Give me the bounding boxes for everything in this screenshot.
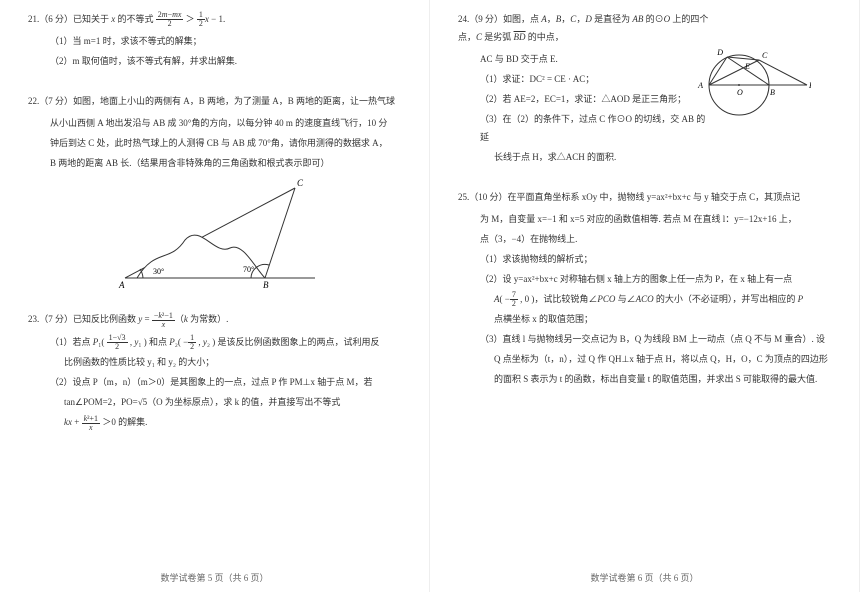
p22-l1: 22.（7 分）如图，地面上小山的两侧有 A，B 两地，为了测量 A，B 两地的… (28, 92, 401, 110)
p25-s3c: 的面积 S 表示为 t 的函数，标出自变量 t 的取值范围，并求出 S 可能取得… (458, 370, 831, 388)
p24-diagram: A B H D C E O (691, 30, 811, 120)
p22-diagram: A B C 30° 70° (115, 178, 315, 288)
p21-sub2: （2）m 取何值时，该不等式有解，并求出解集. (28, 52, 401, 70)
svg-text:C: C (762, 51, 768, 60)
p24-head: 24.（9 分）如图，点 A，B，C，D 是直径为 AB 的⊙O 上的四个点，C… (458, 10, 711, 46)
svg-text:70°: 70° (243, 265, 254, 274)
p25-s3a: （3）直线 l 与抛物线另一交点记为 B，Q 为线段 BM 上一动点（点 Q 不… (458, 330, 831, 348)
problem-25: 25.（10 分）在平面直角坐标系 xOy 中，抛物线 y=ax²+bx+c 与… (458, 188, 831, 388)
p23-s2c: kx + k²+1x ＞0 的解集. (28, 413, 401, 431)
p23-s1a: （1）若点 P₁( 1−√32 , y₁ ) 和点 P₂( −12 , y₂ )… (28, 333, 401, 351)
page-left: 21.（6 分）已知关于 x 的不等式 2m−mx2 ＞ 12x − 1. （1… (0, 0, 430, 592)
p21-head: 21.（6 分）已知关于 x 的不等式 2m−mx2 ＞ 12x − 1. (28, 10, 401, 28)
svg-text:A: A (697, 81, 703, 90)
problem-24: 24.（9 分）如图，点 A，B，C，D 是直径为 AB 的⊙O 上的四个点，C… (458, 10, 831, 166)
problem-22: 22.（7 分）如图，地面上小山的两侧有 A，B 两地，为了测量 A，B 两地的… (28, 92, 401, 288)
p22-l4: B 两地的距离 AB 长.（结果用含非特殊角的三角函数和根式表示即可） (28, 154, 401, 172)
p23-s2a: （2）设点 P（m，n）（m＞0）是其图象上的一点，过点 P 作 PM⊥x 轴于… (28, 373, 401, 391)
svg-text:A: A (118, 280, 125, 288)
p23-head: 23.（7 分）已知反比例函数 y = −k²−1x（k 为常数）. (28, 310, 401, 328)
p22-l2: 从小山西侧 A 地出发沿与 AB 成 30°角的方向，以每分钟 40 m 的速度… (28, 114, 401, 132)
p23-s2b: tan∠POM=2，PO=√5（O 为坐标原点），求 k 的值，并直接写出不等式 (28, 393, 401, 411)
svg-text:O: O (737, 88, 743, 97)
page-right: 24.（9 分）如图，点 A，B，C，D 是直径为 AB 的⊙O 上的四个点，C… (430, 0, 860, 592)
svg-text:B: B (263, 280, 269, 288)
p24-s3b: 长线于点 H，求△ACH 的面积. (458, 148, 711, 166)
svg-text:D: D (716, 48, 723, 57)
p25-l3: 点（3，−4）在抛物线上. (458, 230, 831, 248)
p25-s2c: 点横坐标 x 的取值范围； (458, 310, 831, 328)
problem-21: 21.（6 分）已知关于 x 的不等式 2m−mx2 ＞ 12x − 1. （1… (28, 10, 401, 70)
p23-s1b: 比例函数的性质比较 y₁ 和 y₂ 的大小； (28, 353, 401, 371)
p24-s1: （1）求证：DC² = CE · AC； (458, 70, 711, 88)
p24-s2: （2）若 AE=2，EC=1，求证：△AOD 是正三角形； (458, 90, 711, 108)
svg-text:E: E (744, 62, 750, 71)
svg-text:C: C (297, 178, 304, 188)
svg-text:30°: 30° (153, 267, 164, 276)
p25-s1: （1）求该抛物线的解析式； (458, 250, 831, 268)
footer-right: 数学试卷第 6 页（共 6 页） (430, 571, 859, 584)
footer-left: 数学试卷第 5 页（共 6 页） (0, 571, 429, 584)
svg-text:H: H (808, 81, 811, 90)
p24-l2: AC 与 BD 交于点 E. (458, 50, 711, 68)
p25-s2a: （2）设 y=ax²+bx+c 对称轴右侧 x 轴上方的图象上任一点为 P，在 … (458, 270, 831, 288)
problem-23: 23.（7 分）已知反比例函数 y = −k²−1x（k 为常数）. （1）若点… (28, 310, 401, 431)
p24-s3a: （3）在（2）的条件下，过点 C 作⊙O 的切线，交 AB 的延 (458, 110, 711, 146)
p22-l3: 钟后到达 C 处，此时热气球上的人测得 CB 与 AB 成 70°角，请你用测得… (28, 134, 401, 152)
p25-head: 25.（10 分）在平面直角坐标系 xOy 中，抛物线 y=ax²+bx+c 与… (458, 188, 831, 206)
p25-l2: 为 M，自变量 x=−1 和 x=5 对应的函数值相等. 若点 M 在直线 l：… (458, 210, 831, 228)
p25-s3b: Q 点坐标为（t，n），过 Q 作 QH⊥x 轴于点 H，将以点 Q，H，O，C… (458, 350, 831, 368)
p21-sub1: （1）当 m=1 时，求该不等式的解集； (28, 32, 401, 50)
p25-s2b: A( −72 , 0 )，试比较锐角∠PCO 与∠ACO 的大小（不必证明），并… (458, 290, 831, 308)
svg-text:B: B (770, 88, 775, 97)
